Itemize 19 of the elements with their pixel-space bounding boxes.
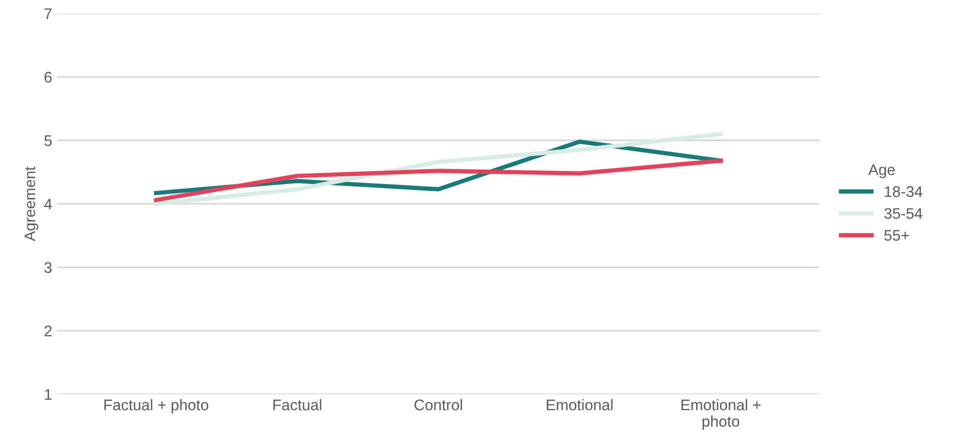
y-axis-title: Agreement (24, 166, 38, 242)
x-tick-label: Control (414, 399, 462, 410)
y-tick-label: 2 (44, 326, 52, 336)
line-series (154, 158, 723, 202)
y-tick-label: 6 (44, 72, 52, 83)
legend-label: 18-34 (884, 186, 922, 197)
y-tick-label: 3 (44, 262, 52, 273)
legend-label: 55+ (884, 230, 909, 241)
x-tick-label: Emotional + photo (681, 399, 761, 430)
legend-title: Age (868, 164, 895, 178)
x-tick-label: Factual (273, 399, 322, 410)
x-tick-label: Emotional (546, 399, 613, 410)
y-tick-label: 1 (44, 389, 52, 400)
line-series (154, 132, 723, 206)
x-tick-label: Factual + photo (104, 399, 208, 414)
legend-label: 35-54 (884, 208, 922, 219)
y-tick-label: 5 (44, 135, 52, 146)
y-tick-label: 7 (44, 8, 52, 19)
y-tick-label: 4 (44, 198, 52, 210)
